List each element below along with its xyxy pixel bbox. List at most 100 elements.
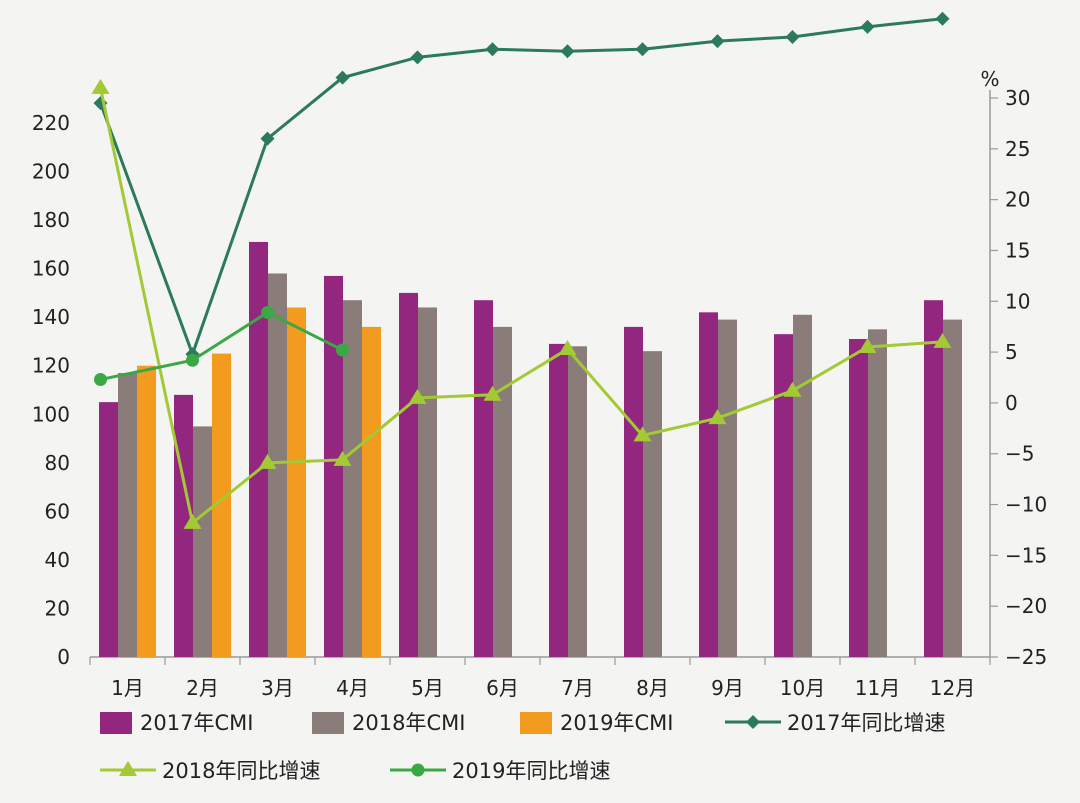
bar [193,426,212,657]
x-tick-label: 4月 [336,676,369,700]
bar [699,312,718,657]
x-tick-label: 12月 [930,676,975,700]
legend: 2017年CMI 2018年CMI 2019年CMI 2017年同比增速 2018年同比… [100,711,945,783]
axes: 1月 2月 3月 4月 5月 6月 7月 8月 9月 10月 11月 12月0204060801001… [32,67,1047,700]
x-tick-label: 2月 [186,676,219,700]
left-y-tick-label: 40 [45,548,70,572]
bar [624,326,643,657]
line-point [635,42,650,57]
right-y-tick-label: −15 [1005,543,1047,567]
bars [99,241,962,657]
x-tick-label: 1月 [111,676,144,700]
right-y-tick-label: 15 [1005,238,1030,262]
bar [399,292,418,657]
series-line [99,87,943,526]
bar [287,307,306,657]
left-y-tick-label: 220 [32,111,70,135]
legend-label: 2019年CMI [560,711,673,735]
left-y-tick-label: 160 [32,257,70,281]
bar [774,334,793,657]
bar [212,353,231,657]
line-point [483,385,502,401]
left-y-tick-label: 180 [32,208,70,232]
line-point [560,44,575,59]
right-y-tick-label: 0 [1005,391,1018,415]
line-point [94,373,107,387]
legend-swatch [520,712,552,734]
legend-label: 2019年同比增速 [452,759,610,783]
series-line [100,310,344,382]
x-tick-label: 7月 [561,676,594,700]
left-y-tick-label: 20 [45,596,70,620]
line-point [183,513,202,529]
line-point [261,305,274,319]
left-y-tick-label: 120 [32,354,70,378]
line-point [558,340,577,356]
x-tick-label: 3月 [261,676,294,700]
bar [362,326,381,657]
line-point [260,131,275,146]
line-point [333,450,352,466]
right-y-tick-label: 10 [1005,289,1030,313]
x-tick-label: 6月 [486,676,519,700]
left-y-tick-label: 60 [45,499,70,523]
bar [549,343,568,657]
line-point [935,11,950,26]
legend-label: 2018年同比增速 [162,759,320,783]
line-point [119,761,137,776]
right-y-tick-label: −25 [1005,645,1047,669]
bar [718,319,737,657]
left-y-tick-label: 200 [32,160,70,184]
left-y-tick-label: 100 [32,402,70,426]
line-point [485,42,500,57]
bar [868,329,887,657]
right-y-tick-label: 30 [1005,86,1030,110]
right-y-tick-label: 20 [1005,188,1030,212]
bar [924,300,943,657]
bar [849,339,868,657]
bar [249,241,268,657]
bar [118,373,137,657]
series-line [99,17,943,359]
line-point [411,763,425,777]
right-y-tick-label: 5 [1005,340,1018,364]
legend-swatch [312,712,344,734]
line-point [858,338,877,354]
right-y-tick-label: 25 [1005,137,1030,161]
x-tick-label: 10月 [780,676,825,700]
line-point [186,353,199,367]
line-point [933,332,952,348]
line-point [785,30,800,45]
left-y-tick-label: 140 [32,305,70,329]
line-point [410,50,425,65]
bar [137,365,156,657]
left-y-tick-label: 80 [45,451,70,475]
bar [268,273,287,657]
line-point [336,343,349,357]
bar [493,326,512,657]
bar [324,275,343,657]
right-y-tick-label: −20 [1005,594,1047,618]
right-y-tick-label: −5 [1005,442,1034,466]
bar [643,351,662,657]
line-point [258,453,277,469]
x-tick-label: 8月 [636,676,669,700]
bar [343,300,362,657]
bar [568,346,587,657]
bar [943,319,962,657]
legend-label: 2017年CMI [140,711,253,735]
bar [99,402,118,657]
line-point [746,715,760,729]
x-tick-label: 11月 [855,676,900,700]
x-tick-label: 9月 [711,676,744,700]
lines [91,11,952,529]
legend-label: 2018年CMI [352,711,465,735]
line-point [335,70,350,85]
bar [793,314,812,657]
line-point [783,381,802,397]
line-point [91,78,110,94]
right-y-tick-label: −10 [1005,493,1047,517]
legend-label: 2017年同比增速 [787,711,945,735]
